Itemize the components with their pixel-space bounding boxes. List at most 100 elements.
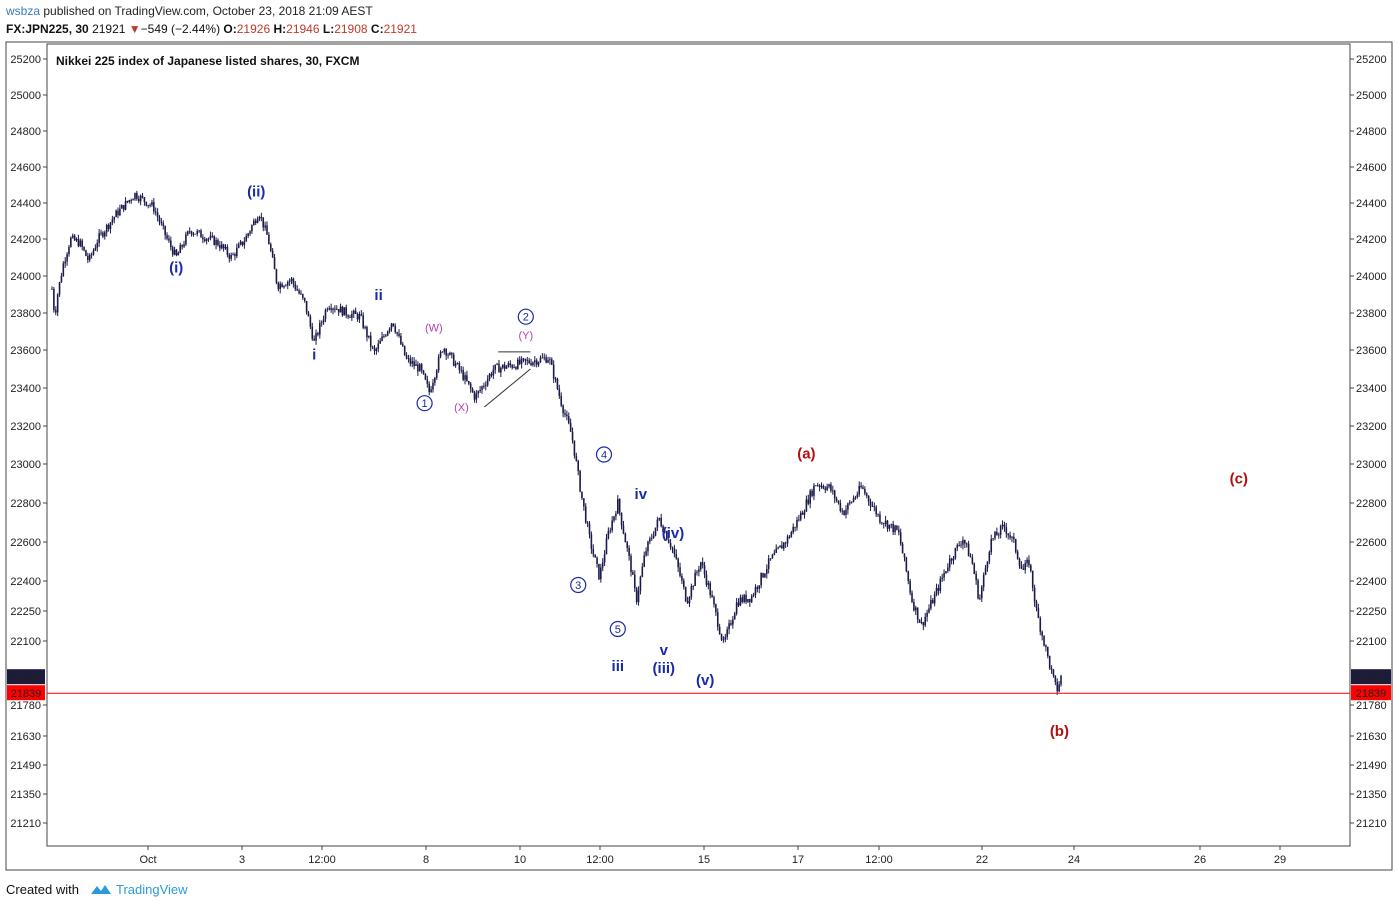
candle-body xyxy=(220,244,223,249)
candle-body xyxy=(381,336,383,341)
candle-body xyxy=(64,261,67,264)
candle-body xyxy=(694,572,696,587)
right-price-axis[interactable]: 25200 25000 24800 24600 24400 24200 24000 23800… xyxy=(1350,54,1387,830)
candle-body xyxy=(104,232,106,237)
tradingview-cloud-icon xyxy=(90,885,111,894)
candle-body xyxy=(1050,668,1053,670)
candle-body xyxy=(522,358,525,360)
candle-body xyxy=(492,369,495,376)
candle-body xyxy=(920,622,923,623)
wave-label: 2 xyxy=(523,312,529,324)
right-tick-label: 22600 xyxy=(1356,537,1387,549)
candle-body xyxy=(713,597,715,605)
candle-body xyxy=(326,309,329,311)
candle-body xyxy=(850,501,853,503)
wave-label: (iv) xyxy=(662,525,685,542)
open-value: 21926 xyxy=(236,22,271,36)
candle-body xyxy=(835,498,838,501)
candle-body xyxy=(975,573,977,581)
candle-body xyxy=(373,347,376,351)
candle-body xyxy=(285,285,287,287)
candle-body xyxy=(1048,656,1051,669)
left-tick-label: 23800 xyxy=(10,308,41,320)
candle-body xyxy=(494,364,497,370)
candle-body xyxy=(173,249,176,255)
candle-body xyxy=(534,360,536,363)
candle-body xyxy=(192,233,195,235)
candle-body xyxy=(520,358,523,364)
candle-body xyxy=(317,333,319,335)
candle-body xyxy=(345,307,348,316)
left-price-axis[interactable]: 25200 25000 24800 24600 24400 24200 24000 23800… xyxy=(10,54,47,830)
candle-body xyxy=(907,571,910,582)
candle-body xyxy=(183,244,185,247)
candle-body xyxy=(916,607,919,620)
candle-body xyxy=(799,512,802,520)
candle-body xyxy=(171,247,174,255)
wave-label: (a) xyxy=(797,445,815,462)
candle-body xyxy=(845,509,847,515)
candle-body xyxy=(79,240,82,247)
candle-body xyxy=(1003,524,1006,528)
high-label: H: xyxy=(273,22,287,36)
left-tick-label: 21490 xyxy=(10,760,41,772)
candle-body xyxy=(322,319,325,323)
candle-body xyxy=(315,333,317,341)
wave-label: (ii) xyxy=(247,184,265,201)
candle-body xyxy=(449,352,451,355)
right-tick-label: 21630 xyxy=(1356,731,1387,743)
candle-body xyxy=(377,343,380,349)
candle-body xyxy=(1024,563,1026,570)
candle-body xyxy=(484,384,487,387)
left-tick-label: 25000 xyxy=(10,90,41,102)
candle-body xyxy=(407,358,410,360)
candle-body xyxy=(100,232,102,234)
candle-body xyxy=(613,516,615,521)
candle-body xyxy=(952,558,955,561)
left-tick-label: 22600 xyxy=(10,537,41,549)
x-tick-label: 24 xyxy=(1068,854,1080,866)
symbol-label: FX:JPN225, 30 xyxy=(6,22,89,36)
candle-body xyxy=(650,537,653,539)
candle-body xyxy=(879,514,881,523)
candle-body xyxy=(203,239,206,242)
candle-body xyxy=(424,373,427,380)
candle-body xyxy=(77,238,80,247)
triangle-lower-line xyxy=(484,368,531,408)
candle-body xyxy=(379,340,381,344)
candle-body xyxy=(856,494,859,498)
candle-body xyxy=(707,583,710,585)
candle-body xyxy=(973,563,976,574)
candle-body xyxy=(309,316,312,327)
wave-label: (i) xyxy=(169,259,183,276)
wave-label: (Y) xyxy=(518,330,533,342)
candle-body xyxy=(692,586,695,587)
x-tick-label: 12:00 xyxy=(865,854,893,866)
candle-body xyxy=(943,573,945,578)
candle-body xyxy=(788,536,791,538)
tradingview-brand-link[interactable]: TradingView xyxy=(116,882,188,897)
candle-body xyxy=(269,244,272,251)
wave-label: ii xyxy=(374,287,382,304)
candle-body xyxy=(1020,565,1023,569)
candle-body xyxy=(558,388,561,397)
candle-body xyxy=(805,499,808,512)
candle-body xyxy=(351,313,353,318)
candle-body xyxy=(656,519,659,528)
left-tick-label: 24200 xyxy=(10,234,41,246)
candle-body xyxy=(234,254,236,257)
candle-body xyxy=(779,545,781,548)
time-axis[interactable]: Oct 3 12:00 8 10 12:00 15 17 12:00 22 24 26 29 xyxy=(139,846,1286,866)
candle-body xyxy=(686,601,689,604)
candle-body xyxy=(481,386,483,390)
candle-body xyxy=(667,539,670,544)
candle-body xyxy=(279,283,282,289)
candle-body xyxy=(690,586,693,598)
candle-body xyxy=(400,335,402,345)
candle-body xyxy=(1054,675,1057,683)
candle-body xyxy=(517,359,519,369)
right-tick-label: 25200 xyxy=(1356,54,1387,66)
author-name[interactable]: wsbza xyxy=(6,4,41,18)
candle-body xyxy=(94,247,97,251)
